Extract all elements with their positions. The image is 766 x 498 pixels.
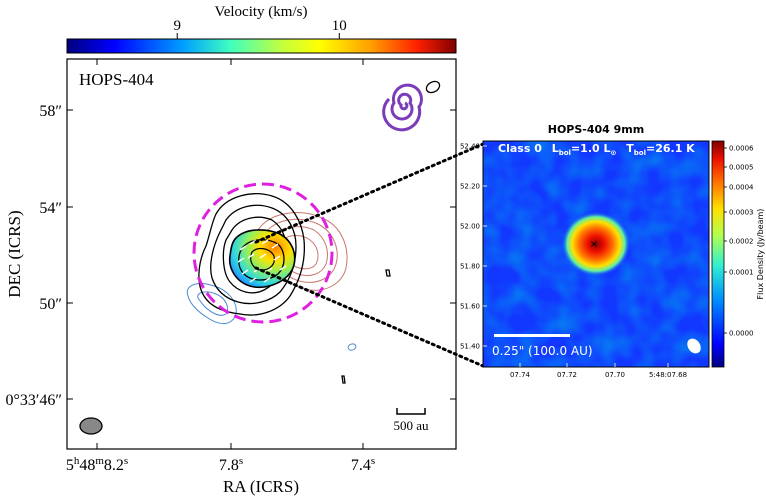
left-y-tick-label: 58″ [39, 103, 62, 120]
zoom-connector-lines [254, 142, 485, 368]
right-plot-frame [482, 140, 710, 368]
flux-tick-label: 0.0000 [729, 330, 754, 338]
right-x-ticks: 07.74 07.72 07.70 5:48:07.68 [510, 363, 687, 379]
right-image: × [483, 141, 709, 367]
flux-tick-label: 0.0001 [729, 269, 754, 277]
left-x-axis-label: RA (ICRS) [223, 477, 299, 496]
left-y-tick-label: 54″ [39, 200, 62, 217]
right-y-tick-label: 52.20 [460, 183, 480, 191]
left-y-axis-label: DEC (ICRS) [5, 210, 24, 297]
right-y-tick-label: 51.40 [460, 343, 480, 351]
beam-ellipse [79, 417, 103, 435]
right-panel-title: HOPS-404 9mm [548, 123, 644, 136]
flux-tick-label: 0.0006 [729, 145, 754, 153]
velocity-tick-label: 9 [173, 18, 181, 34]
polarization-segments [237, 239, 287, 283]
velocity-moment-map [228, 229, 296, 288]
flux-tick-label: 0.0003 [729, 209, 754, 217]
beam-ellipse-small [425, 80, 441, 94]
right-x-tick-label: 07.70 [605, 371, 625, 379]
right-y-tick-label: 52.00 [460, 223, 480, 231]
left-scalebar-label: 500 au [393, 418, 429, 433]
left-y-ticks: 58″ 54″ 50″ 0°33′46″ [5, 103, 456, 409]
continuum-source [562, 212, 630, 276]
velocity-colorbar-title: Velocity (km/s) [215, 4, 308, 20]
right-x-tick-label: 07.72 [557, 371, 577, 379]
left-x-tick-label: 7.4s [351, 455, 375, 474]
right-x-tick-label: 07.74 [510, 371, 531, 379]
velocity-tick-label: 10 [332, 18, 347, 34]
right-beam-ellipse [687, 338, 701, 354]
right-y-ticks: 52.40 52.20 52.00 51.80 51.60 51.40 [460, 143, 487, 351]
right-header-text: Class 0 Lbol=1.0 L⊙ Tbol=26.1 K [498, 142, 695, 158]
flux-colorbar-label: Flux Density (Jy/beam) [756, 209, 765, 300]
left-x-tick-label: 5h48m8.2s [66, 455, 128, 474]
left-y-tick-label: 0°33′46″ [5, 392, 62, 409]
flux-colorbar [711, 140, 725, 368]
spiral-icon [382, 83, 423, 132]
black-contours [198, 193, 391, 384]
source-name-label: HOPS-404 [79, 70, 154, 89]
left-x-ticks: 5h48m8.2s 7.8s 7.4s [66, 59, 375, 474]
primary-beam-dashed-circle [192, 182, 334, 324]
velocity-colorbar [66, 38, 457, 54]
flux-tick-label: 0.0005 [729, 164, 754, 172]
source-marker: × [590, 239, 598, 250]
left-x-tick-label: 7.8s [219, 455, 243, 474]
right-y-tick-label: 51.80 [460, 263, 480, 271]
flux-tick-label: 0.0004 [729, 184, 754, 192]
right-y-tick-label: 52.40 [460, 143, 480, 151]
left-plot-content [79, 80, 441, 435]
velocity-colorbar-ticks: 9 10 [173, 18, 347, 39]
right-x-tick-label: 5:48:07.68 [649, 371, 687, 379]
flux-tick-label: 0.0002 [729, 238, 754, 246]
right-scalebar-label: 0.25" (100.0 AU) [492, 344, 593, 358]
flux-colorbar-ticks: 0.0006 0.0005 0.0004 0.0003 0.0002 0.0001 0.00… [724, 145, 754, 338]
left-scalebar: 500 au [393, 408, 429, 433]
left-y-tick-label: 50″ [39, 296, 62, 313]
right-scalebar [494, 334, 570, 337]
right-y-tick-label: 51.60 [460, 303, 480, 311]
